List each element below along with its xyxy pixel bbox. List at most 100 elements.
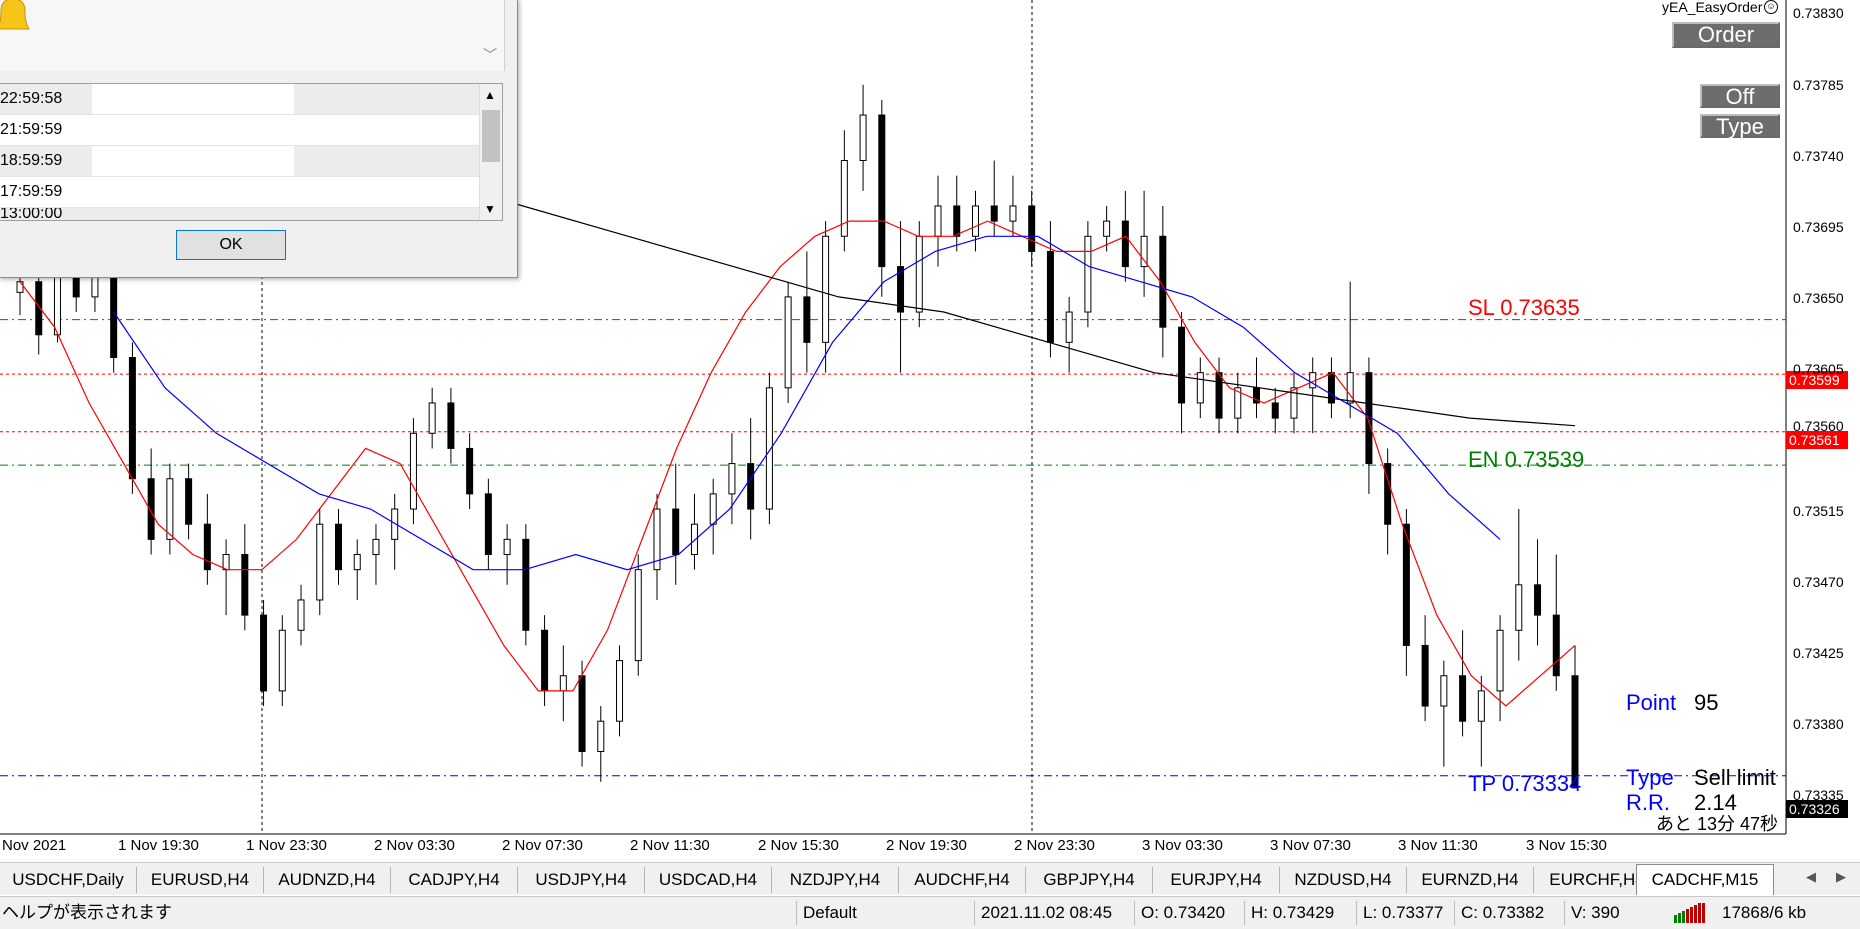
order-button[interactable]: Order [1672,22,1780,48]
candle-body [878,114,886,268]
type-button[interactable]: Type [1700,114,1780,138]
list-item[interactable]: 17:59:59 [0,177,502,208]
x-tick: 1 Nov 19:30 [118,837,199,854]
y-tick: 0.73650 [1793,290,1844,306]
candle-body [822,235,830,343]
candle-body [784,296,792,389]
off-button[interactable]: Off [1700,84,1780,108]
candle-body [1178,326,1186,404]
row-time: 22:59:58 [0,90,63,107]
dialog-header: ﹀ [0,0,505,71]
candle-body [128,357,136,480]
list-item[interactable]: 13:00:00 [0,208,502,221]
candle-body [990,205,998,222]
tab-audnzd-h4[interactable]: AUDNZD,H4 [264,867,391,893]
candle-body [915,235,923,313]
y-tick: 0.73695 [1793,219,1844,235]
connection-icon [1674,903,1712,923]
candle-body [1140,235,1148,268]
scroll-thumb[interactable] [482,110,500,162]
candle-body [1534,584,1542,616]
candle-body [203,523,211,571]
x-tick: 2 Nov 19:30 [886,837,967,854]
y-tick: 0.73425 [1793,645,1844,661]
tab-gbpjpy-h4[interactable]: GBPJPY,H4 [1026,867,1153,893]
candle-body [1571,675,1579,789]
candle-body [222,554,230,571]
tab-usdchf-daily[interactable]: USDCHF,Daily [0,867,137,893]
candle-body [1552,614,1560,677]
list-scrollbar[interactable]: ▲ ▼ [479,84,502,220]
candle-body [260,614,268,692]
tab-nzdusd-h4[interactable]: NZDUSD,H4 [1280,867,1407,893]
list-item[interactable]: 22:59:58 [0,84,502,115]
tab-eurjpy-h4[interactable]: EURJPY,H4 [1153,867,1280,893]
candle-body [840,160,848,237]
candle-body [728,463,736,495]
y-tick: 0.73785 [1793,77,1844,93]
candle-body [559,675,567,692]
candle-body [484,493,492,556]
candle-body [391,508,399,540]
row-time: 13:00:00 [0,208,63,221]
y-tick: 0.73605 [1793,361,1844,377]
candle-body [1121,220,1129,268]
candle-body [1290,387,1298,419]
x-tick: 3 Nov 07:30 [1270,837,1351,854]
en-level-label: EN 0.73539 [1468,447,1585,472]
tab-scroll-left-icon[interactable]: ◀ [1806,869,1816,884]
candle-body [1196,372,1204,404]
candle-body [166,478,174,540]
price-tag-1: 0.73599 [1786,371,1848,389]
tab-nzdjpy-h4[interactable]: NZDJPY,H4 [772,867,899,893]
candle-body [1009,205,1017,222]
candle-body [1384,463,1392,525]
candle-body [1459,675,1467,722]
tab-eurnzd-h4[interactable]: EURNZD,H4 [1407,867,1534,893]
chevron-down-icon[interactable]: ﹀ [483,47,497,63]
status-open: O: 0.73420 [1134,901,1225,925]
status-help: ヘルプが表示されます [2,903,172,922]
row-time: 18:59:59 [0,152,63,169]
alert-list[interactable]: 22:59:58 21:59:59 18:59:59 17:59:59 13:0… [0,83,503,221]
candle-body [672,508,680,556]
scroll-down-icon[interactable]: ▼ [484,202,496,216]
alert-dialog[interactable]: ﹀ 22:59:58 21:59:59 18:59:59 17:59:59 13… [0,0,518,278]
candle-body [1515,584,1523,631]
candle-body [1065,311,1073,343]
candle-body [1496,629,1504,692]
ma-fast-line [19,220,1576,707]
bell-icon [0,0,30,30]
tab-eurusd-h4[interactable]: EURUSD,H4 [137,867,264,893]
candle-body [616,660,624,722]
candle-body [1402,523,1410,646]
y-tick: 0.73560 [1793,418,1844,434]
scroll-up-icon[interactable]: ▲ [484,88,496,102]
x-tick: 3 Nov 11:30 [1398,837,1478,854]
tab-usdcad-h4[interactable]: USDCAD,H4 [645,867,772,893]
candle-body [690,523,698,556]
y-tick: 0.73335 [1793,787,1844,803]
price-chart[interactable] [0,0,1860,862]
tab-cadjpy-h4[interactable]: CADJPY,H4 [391,867,518,893]
candle-body [372,538,380,556]
tab-audchf-h4[interactable]: AUDCHF,H4 [899,867,1026,893]
chart-area[interactable]: yEA_EasyOrder ☺ Order Off Type SL 0.7363… [0,0,1860,862]
tab-scroll-right-icon[interactable]: ▶ [1836,869,1846,884]
list-item[interactable]: 21:59:59 [0,115,502,146]
y-tick: 0.73740 [1793,148,1844,164]
smile-icon: ☺ [1764,0,1778,14]
y-tick: 0.73380 [1793,716,1844,732]
list-item[interactable]: 18:59:59 [0,146,502,177]
tab-usdjpy-h4[interactable]: USDJPY,H4 [518,867,645,893]
tab-cadchf-m15[interactable]: CADCHF,M15 [1636,864,1774,895]
candle-body [1477,690,1485,722]
candle-body [409,432,417,510]
candle-body [316,523,324,601]
candle-body [597,720,605,753]
ok-button[interactable]: OK [176,230,286,260]
x-tick: 2 Nov 23:30 [1014,837,1095,854]
rr-value: 2.14 [1694,790,1737,815]
x-tick: 2 Nov 11:30 [630,837,710,854]
countdown-label: あと 13分 47秒 [1656,814,1779,834]
